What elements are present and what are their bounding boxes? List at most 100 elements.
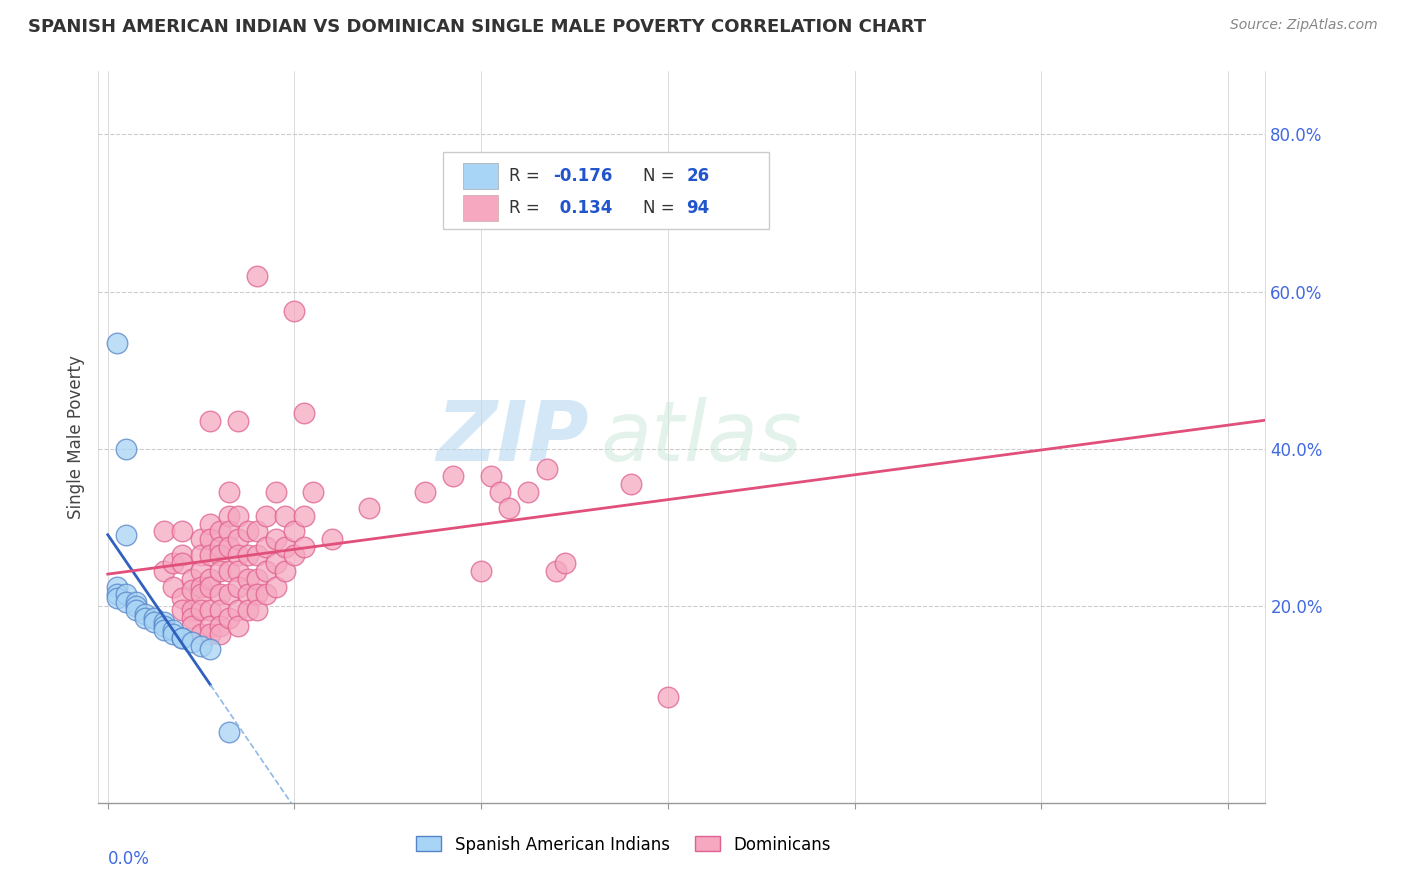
Point <box>218 725 240 739</box>
Point <box>208 524 231 539</box>
Point <box>172 631 194 645</box>
Text: atlas: atlas <box>600 397 801 477</box>
Point <box>228 580 250 594</box>
Point <box>657 690 679 704</box>
Point <box>115 528 138 542</box>
Point <box>218 524 240 539</box>
FancyBboxPatch shape <box>463 163 498 189</box>
Point <box>283 304 305 318</box>
Text: R =: R = <box>509 167 546 185</box>
Point <box>283 548 305 562</box>
Point <box>125 599 148 614</box>
Text: ZIP: ZIP <box>436 397 589 477</box>
Point <box>246 572 269 586</box>
Point <box>208 587 231 601</box>
Point <box>218 485 240 500</box>
Point <box>246 603 269 617</box>
Point <box>200 572 222 586</box>
Point <box>200 414 222 428</box>
Point <box>190 639 212 653</box>
Point <box>489 485 512 500</box>
Point <box>208 540 231 554</box>
Point <box>498 500 520 515</box>
Point <box>228 603 250 617</box>
Point <box>228 619 250 633</box>
Point <box>162 623 184 637</box>
Point <box>264 580 287 594</box>
Point <box>200 626 222 640</box>
Point <box>105 591 128 606</box>
Point <box>218 611 240 625</box>
Point <box>218 587 240 601</box>
Point <box>359 500 381 515</box>
Point <box>152 524 174 539</box>
Point <box>218 508 240 523</box>
Point <box>208 548 231 562</box>
Point <box>190 603 212 617</box>
Point <box>162 626 184 640</box>
Point <box>105 580 128 594</box>
Point <box>228 508 250 523</box>
Point <box>246 587 269 601</box>
Point <box>162 580 184 594</box>
Point <box>180 611 202 625</box>
Point <box>180 634 202 648</box>
Point <box>208 619 231 633</box>
Point <box>256 564 278 578</box>
Point <box>274 508 297 523</box>
Point <box>200 580 222 594</box>
Point <box>200 603 222 617</box>
Text: 0.0%: 0.0% <box>108 850 149 868</box>
Point <box>172 556 194 570</box>
Legend: Spanish American Indians, Dominicans: Spanish American Indians, Dominicans <box>409 829 838 860</box>
Point <box>302 485 325 500</box>
Text: -0.176: -0.176 <box>554 167 613 185</box>
Text: 94: 94 <box>686 199 710 217</box>
Point <box>236 603 259 617</box>
Point <box>180 572 202 586</box>
Point <box>218 564 240 578</box>
Point <box>264 485 287 500</box>
Point <box>246 548 269 562</box>
Point <box>172 548 194 562</box>
Point <box>470 564 492 578</box>
Point <box>172 591 194 606</box>
Point <box>516 485 538 500</box>
Point <box>172 603 194 617</box>
Text: SPANISH AMERICAN INDIAN VS DOMINICAN SINGLE MALE POVERTY CORRELATION CHART: SPANISH AMERICAN INDIAN VS DOMINICAN SIN… <box>28 18 927 36</box>
Point <box>619 477 641 491</box>
Point <box>292 540 315 554</box>
Point <box>190 533 212 547</box>
Text: R =: R = <box>509 199 546 217</box>
Point <box>256 508 278 523</box>
Point <box>236 548 259 562</box>
Point <box>190 548 212 562</box>
Point <box>292 407 315 421</box>
Point <box>208 564 231 578</box>
Point <box>152 564 174 578</box>
Point <box>228 533 250 547</box>
Point <box>134 611 156 625</box>
Point <box>143 611 166 625</box>
Point <box>200 516 222 531</box>
Point <box>218 540 240 554</box>
Point <box>190 626 212 640</box>
Point <box>190 580 212 594</box>
Point <box>105 335 128 350</box>
Y-axis label: Single Male Poverty: Single Male Poverty <box>66 355 84 519</box>
Point <box>236 587 259 601</box>
Point <box>180 619 202 633</box>
Text: 0.134: 0.134 <box>554 199 612 217</box>
Text: N =: N = <box>644 199 681 217</box>
Point <box>256 540 278 554</box>
Point <box>264 556 287 570</box>
FancyBboxPatch shape <box>463 195 498 221</box>
Point <box>264 533 287 547</box>
Point <box>228 548 250 562</box>
Point <box>208 626 231 640</box>
Point <box>256 587 278 601</box>
Point <box>115 587 138 601</box>
Point <box>236 524 259 539</box>
Point <box>200 619 222 633</box>
FancyBboxPatch shape <box>443 152 769 228</box>
